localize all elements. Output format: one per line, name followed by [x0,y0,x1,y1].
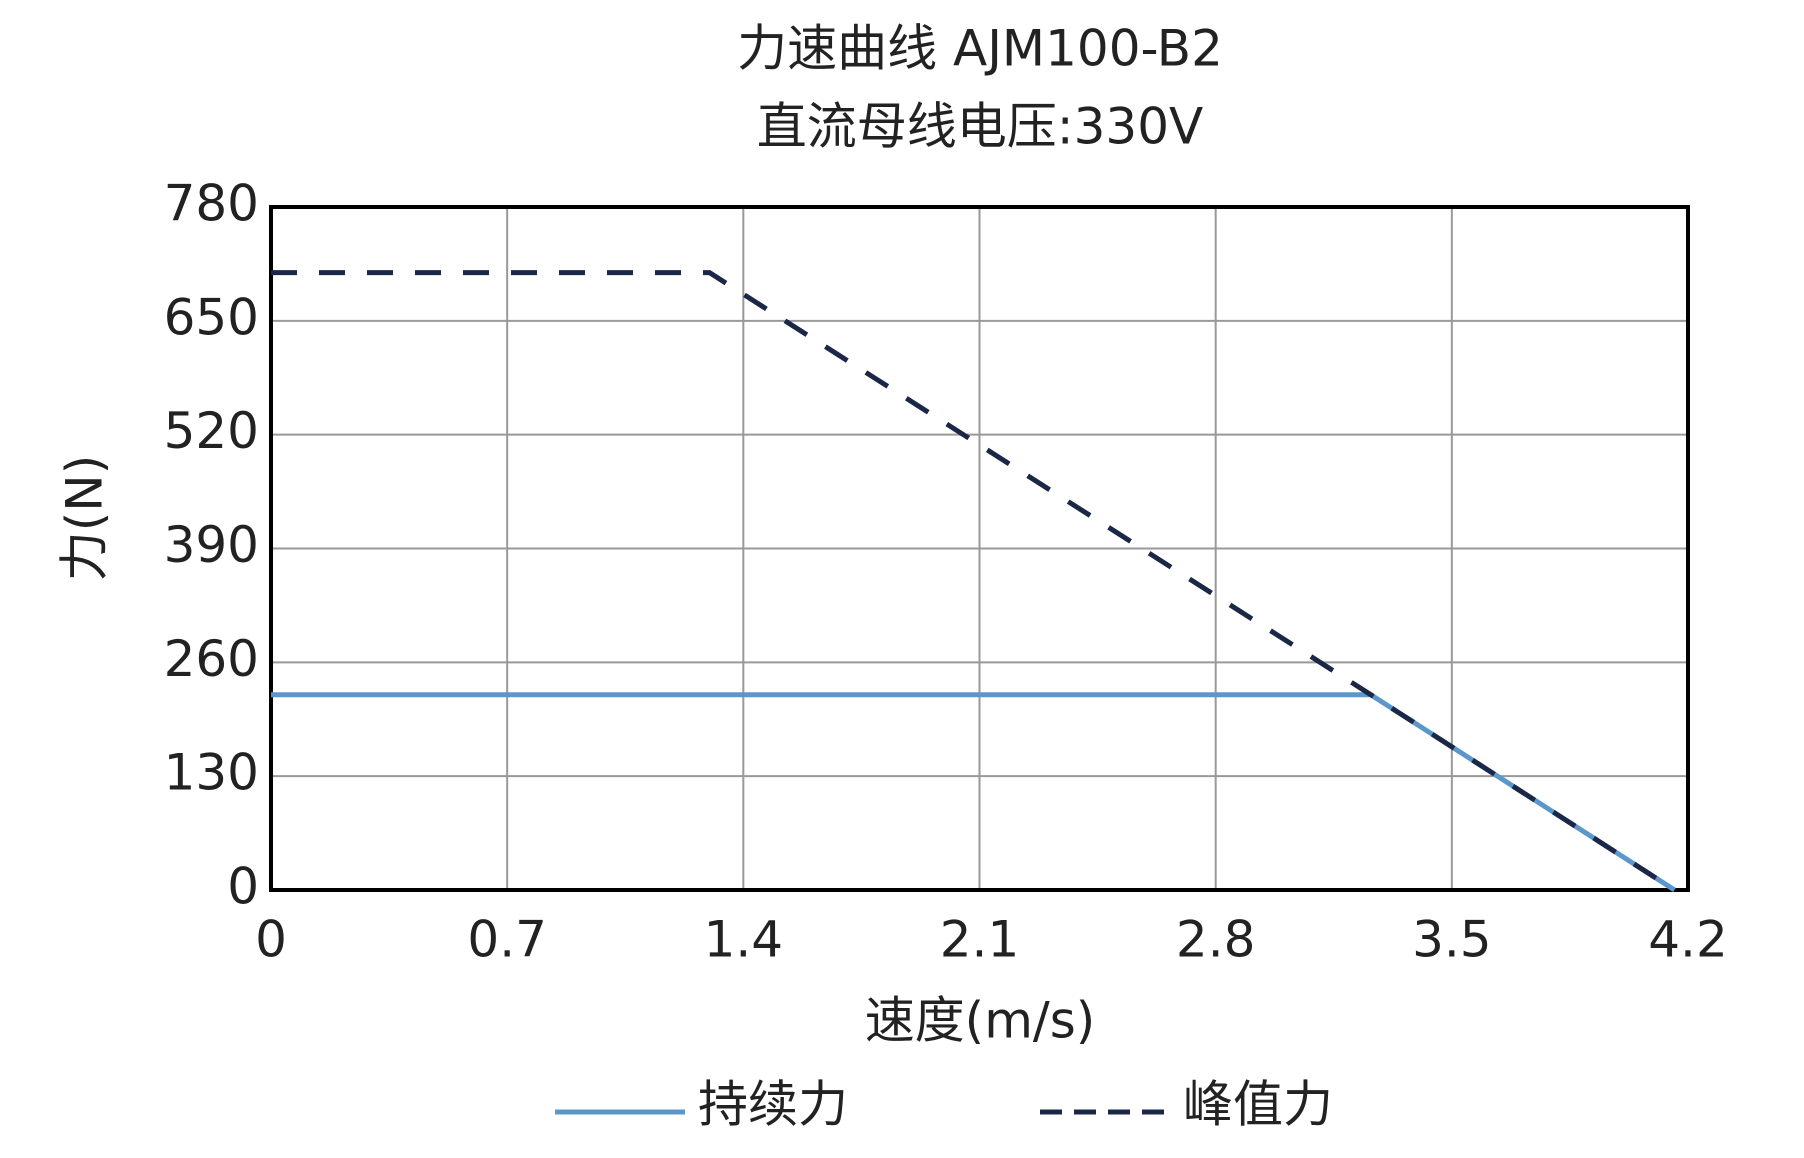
chart-subtitle: 直流母线电压:330V [757,98,1203,156]
plot-frame [269,205,1690,892]
legend-label: 峰值力 [1183,1076,1333,1134]
x-axis-title: 速度(m/s) [865,992,1096,1050]
x-tick-label: 2.8 [1176,911,1256,969]
x-tick-label: 4.2 [1648,911,1728,969]
y-axis-title: 力(N) [56,455,114,581]
y-tick-label: 130 [164,744,259,802]
y-tick-label: 0 [227,858,259,916]
x-tick-label: 1.4 [704,911,784,969]
y-tick-label: 390 [164,516,259,574]
y-tick-label: 650 [164,288,259,346]
y-tick-label: 520 [164,402,259,460]
x-tick-label: 0.7 [467,911,547,969]
y-tick-label: 780 [164,175,259,233]
series-line [271,692,1676,893]
y-tick-label: 260 [164,630,259,688]
series-line [271,270,1676,893]
chart-title: 力速曲线 AJM100-B2 [737,20,1223,78]
legend-label: 持续力 [698,1076,848,1134]
x-tick-label: 0 [255,911,287,969]
x-tick-label: 3.5 [1412,911,1492,969]
x-tick-label: 2.1 [940,911,1020,969]
